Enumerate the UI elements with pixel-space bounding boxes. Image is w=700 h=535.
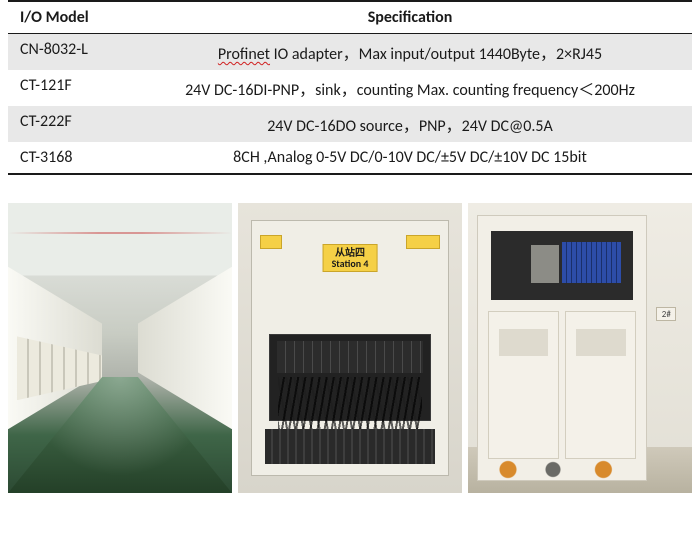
io-spec-table: I/O Model Specification CN-8032-L Profin… [8,0,692,175]
col-header-spec: Specification [128,1,692,34]
cell-model: CT-222F [8,106,128,142]
cell-spec: 8CH ,Analog 0-5V DC/0-10V DC/±5V DC/±10V… [128,142,692,174]
table-row: CT-121F 24V DC-16DI-PNP，sink，counting Ma… [8,70,692,106]
photo-control-cabinet: 从站四 Station 4 [238,203,462,493]
table-row: CN-8032-L Profinet IO adapter，Max input/… [8,34,692,71]
station-label: 从站四 Station 4 [323,244,378,272]
cell-spec: 24V DC-16DO source，PNP，24V DC@0.5A [128,106,692,142]
cabinet-tag: 2# [656,307,676,321]
cell-model: CT-3168 [8,142,128,174]
cell-spec: Profinet IO adapter，Max input/output 144… [128,34,692,71]
photo-factory-corridor [8,203,232,493]
cell-model: CN-8032-L [8,34,128,71]
photo-row: 从站四 Station 4 2# [8,203,692,493]
cell-model: CT-121F [8,70,128,106]
cell-spec: 24V DC-16DI-PNP，sink，counting Max. count… [128,70,692,106]
spellcheck-underline: Profinet [218,45,270,64]
photo-white-cabinet: 2# [468,203,692,493]
col-header-model: I/O Model [8,1,128,34]
table-row: CT-222F 24V DC-16DO source，PNP，24V DC@0.… [8,106,692,142]
table-row: CT-3168 8CH ,Analog 0-5V DC/0-10V DC/±5V… [8,142,692,174]
